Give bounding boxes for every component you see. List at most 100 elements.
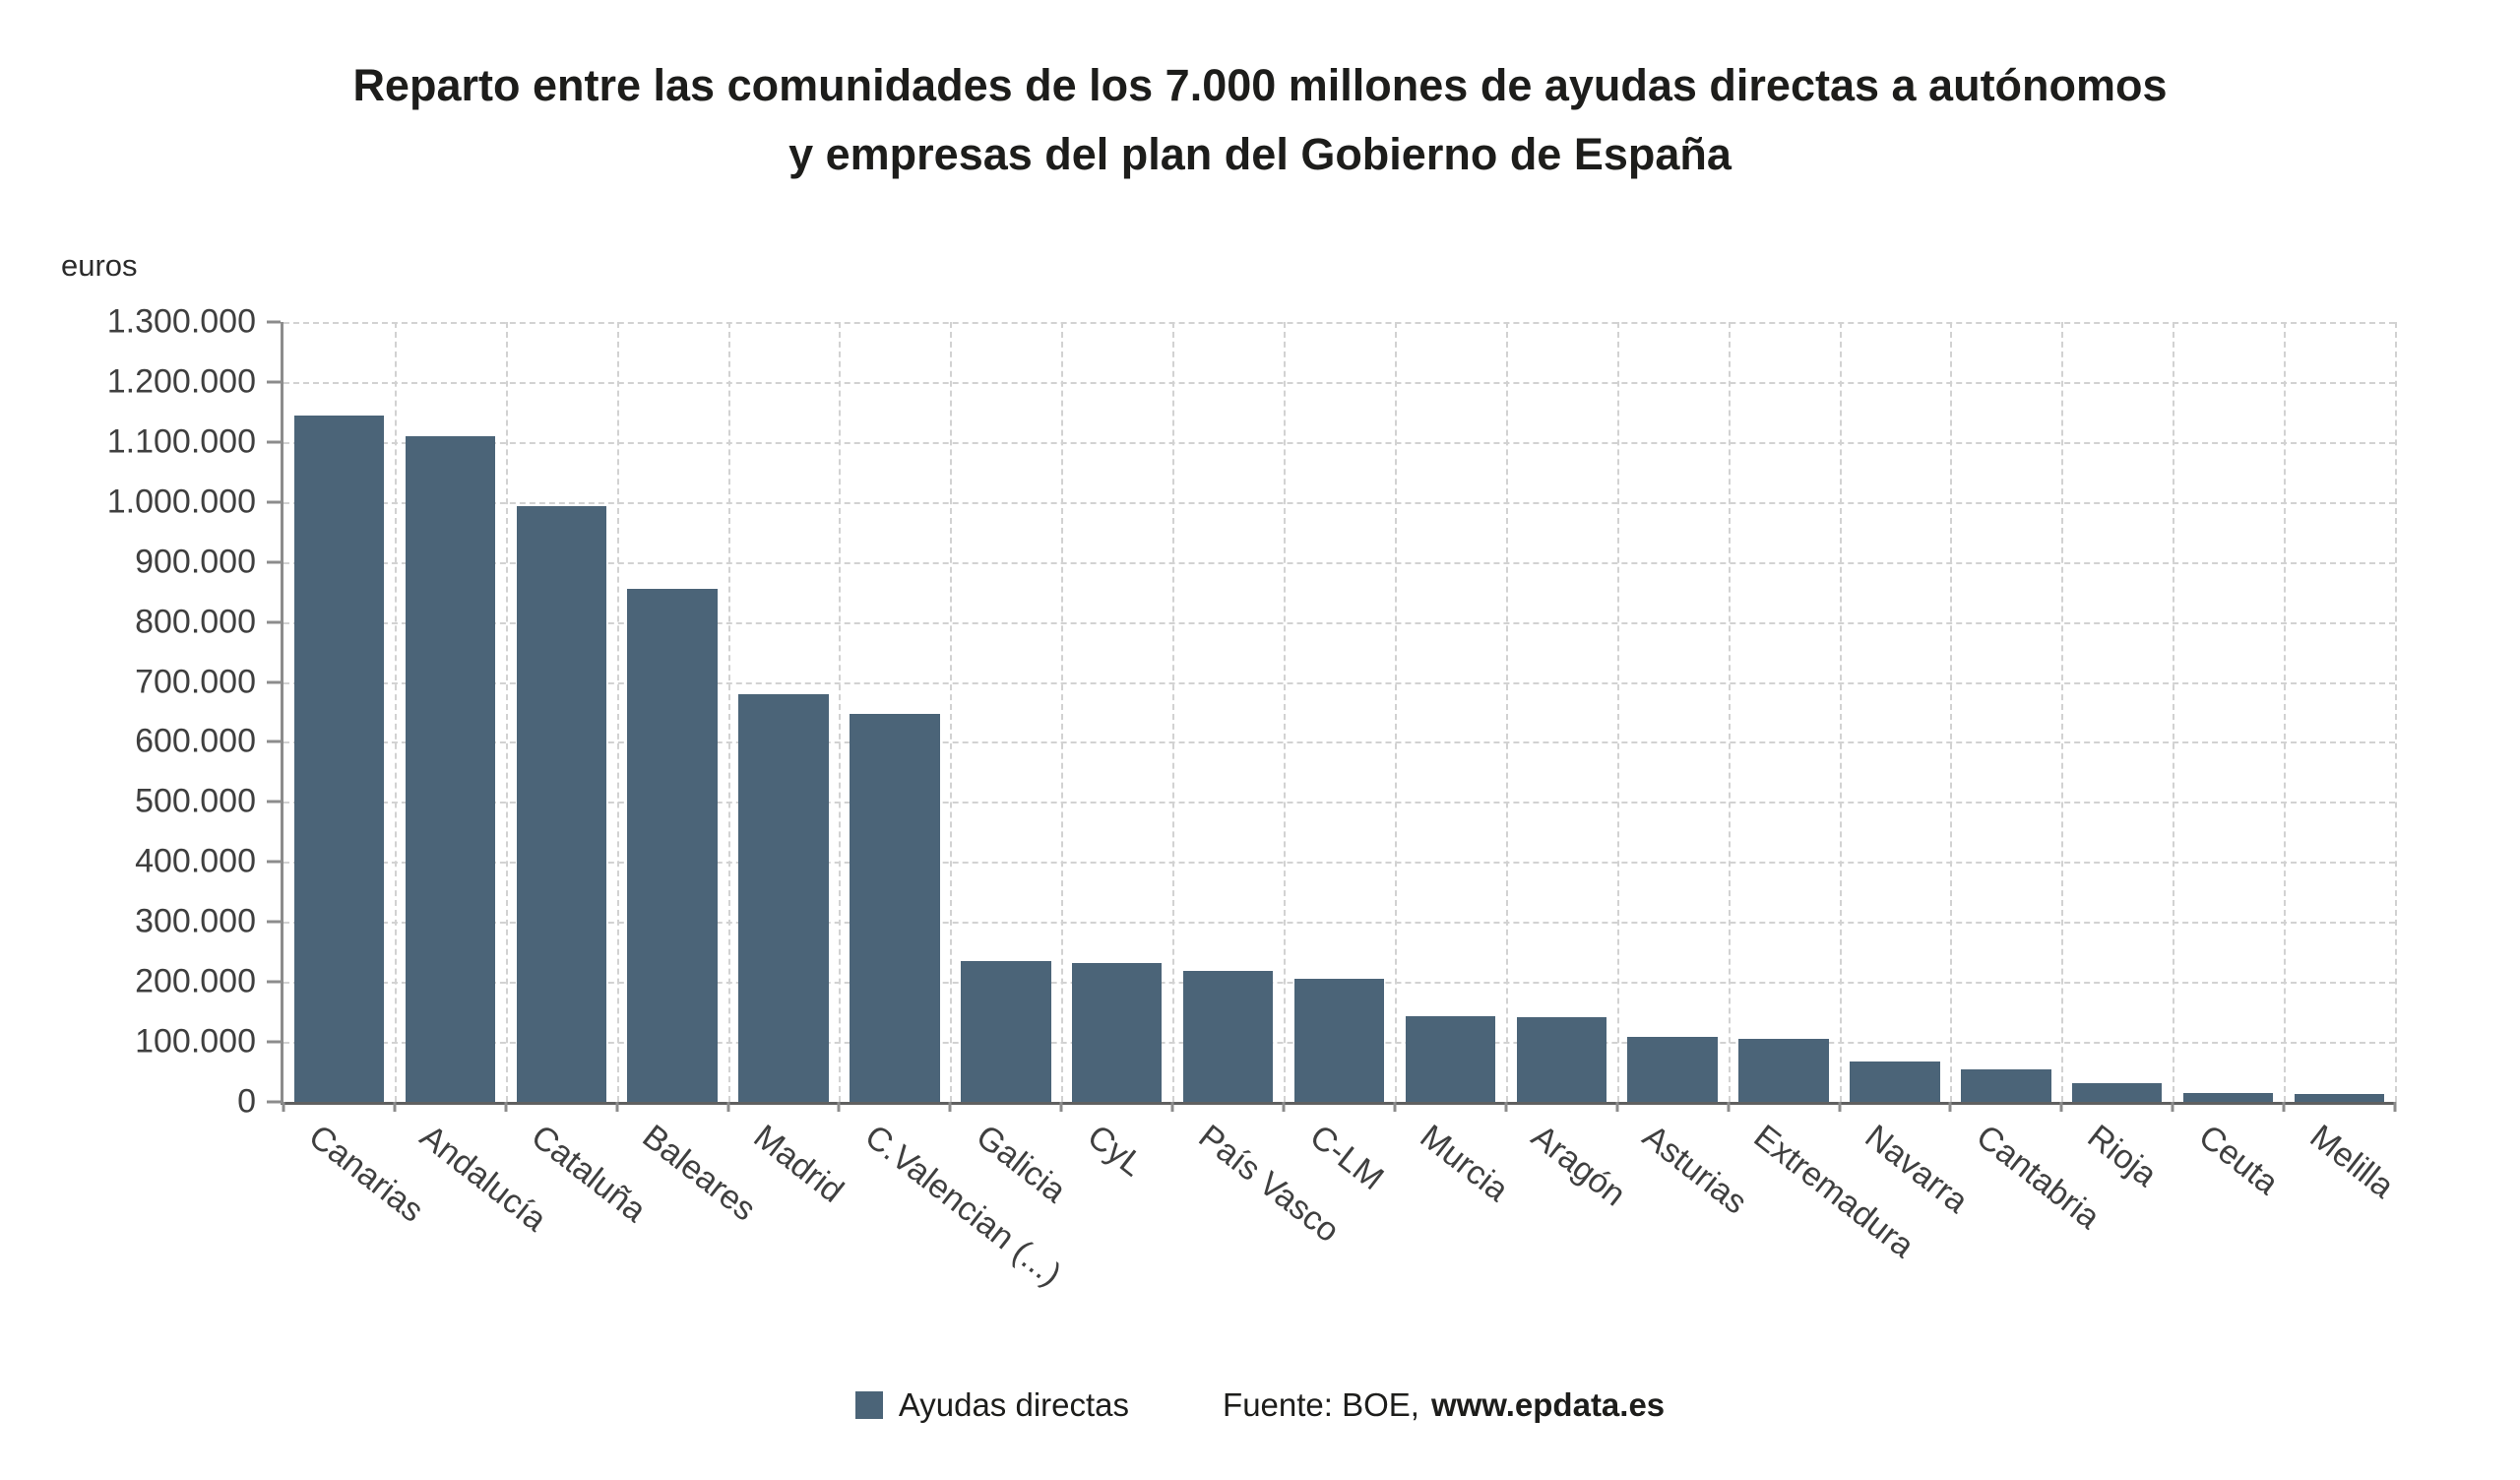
horizontal-gridline [284,922,2395,925]
x-axis-tick [1615,1102,1619,1112]
x-axis-tick [615,1102,619,1112]
x-axis-label-text: C-LM [1302,1118,1390,1198]
x-axis-tick [2282,1102,2286,1112]
legend-swatch-icon [854,1391,883,1419]
vertical-gridline [1061,322,1064,1102]
vertical-gridline [1284,322,1287,1102]
x-axis-tick [282,1102,285,1112]
chart-title-line2: y empresas del plan del Gobierno de Espa… [788,128,1732,179]
y-axis-tick-label: 400.000 [135,842,256,880]
bar-slot [1617,322,1729,1102]
vertical-gridline [2061,322,2064,1102]
bar[interactable] [2294,1094,2385,1102]
bar[interactable] [1182,971,1274,1102]
y-axis-tick-label: 1.000.000 [106,483,256,521]
bar[interactable] [293,416,385,1102]
bar-slot [839,322,950,1102]
vertical-gridline [1505,322,1508,1102]
x-axis-label: CyL [1080,1118,1163,1184]
y-axis-tick-label: 200.000 [135,962,256,1000]
vertical-gridline [727,322,730,1102]
bar-slot [1506,322,1617,1102]
bar[interactable] [627,589,718,1102]
bar[interactable] [516,506,606,1102]
y-axis-tick [267,680,281,684]
y-axis-tick [267,920,281,924]
x-axis-tick [1393,1102,1397,1112]
bar[interactable] [1961,1068,2051,1102]
bar[interactable] [961,961,1051,1102]
bar[interactable] [1738,1039,1829,1102]
x-axis-tick [1838,1102,1842,1112]
x-axis-tick [2393,1102,2397,1112]
vertical-gridline [1839,322,1842,1102]
vertical-gridline [1950,322,1953,1102]
bar-slot [1395,322,1506,1102]
vertical-gridline [1394,322,1397,1102]
x-axis-tick [2059,1102,2063,1112]
vertical-gridline [505,322,508,1102]
vertical-gridline [950,322,953,1102]
y-axis-tick-label: 0 [237,1082,256,1121]
horizontal-gridline [284,802,2395,804]
x-axis-label: Murcia [1414,1118,1537,1209]
bar[interactable] [1293,978,1385,1102]
x-axis-label-text: Madrid [746,1118,850,1210]
y-axis-tick [267,980,281,984]
bar-slot [2284,322,2395,1102]
bar[interactable] [1405,1015,1496,1102]
x-axis-label-text: Aragón [1524,1118,1633,1214]
bar-slot [395,322,506,1102]
y-axis-tick [267,860,281,864]
source-attribution: Fuente: BOE, www.epdata.es [1223,1386,1665,1424]
bar[interactable] [405,436,496,1102]
horizontal-gridline [284,681,2395,684]
y-axis-tick [267,1040,281,1044]
x-axis-label-text: Ceuta [2191,1118,2286,1202]
x-axis-tick [2171,1102,2174,1112]
horizontal-gridline [284,741,2395,744]
bar-slot [506,322,617,1102]
x-axis-label: Ceuta [2191,1118,2304,1202]
y-axis-unit-label: euros [61,248,138,283]
bar-slot [950,322,1061,1102]
y-axis-tick-label: 500.000 [135,782,256,820]
y-axis-tick [267,740,281,743]
x-axis-label-text: Asturias [1635,1118,1754,1222]
y-axis-tick [267,620,281,624]
bar[interactable] [2071,1082,2163,1102]
y-axis-tick [267,380,281,384]
bars-layer [284,322,2395,1102]
x-axis-tick [1059,1102,1063,1112]
horizontal-gridline [284,621,2395,624]
bar[interactable] [1850,1062,1940,1102]
y-axis-tick [267,320,281,324]
y-axis-tick [267,560,281,564]
y-axis-tick-label: 700.000 [135,663,256,701]
vertical-gridline [616,322,619,1102]
horizontal-gridline [284,322,2395,324]
bar[interactable] [2182,1093,2274,1102]
bar-slot [1729,322,1840,1102]
x-axis-tick [948,1102,952,1112]
bar[interactable] [1071,962,1163,1102]
x-axis-label: C-LM [1302,1118,1408,1197]
y-axis-tick-label: 1.200.000 [106,362,256,401]
horizontal-gridline [284,561,2395,564]
bar-slot [1950,322,2061,1102]
source-site-link[interactable]: www.epdata.es [1430,1386,1666,1423]
horizontal-gridline [284,862,2395,865]
bar[interactable] [738,694,829,1102]
y-axis-tick-label: 100.000 [135,1022,256,1061]
bar-slot [617,322,728,1102]
legend: Ayudas directas Fuente: BOE, www.epdata.… [0,1386,2520,1424]
bar[interactable] [1516,1017,1606,1102]
bar[interactable] [850,713,940,1102]
y-axis-tick [267,1100,281,1104]
source-text: Fuente: BOE, [1223,1386,1419,1423]
y-axis-tick-label: 1.100.000 [106,422,256,461]
vertical-gridline [839,322,842,1102]
legend-item-ayudas-directas[interactable]: Ayudas directas [854,1386,1129,1424]
bar[interactable] [1627,1037,1718,1102]
